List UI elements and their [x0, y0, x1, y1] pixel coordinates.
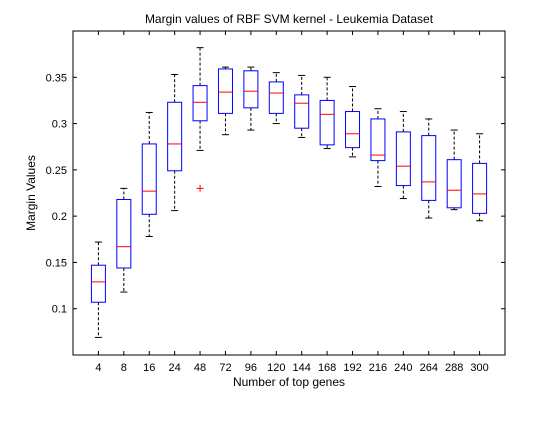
box-216 — [370, 108, 386, 188]
x-tick-label: 216 — [369, 362, 387, 374]
iqr-box — [370, 118, 386, 162]
y-tick-label: 0.2 — [52, 211, 67, 223]
iqr-box — [141, 143, 157, 215]
box-168 — [319, 76, 335, 150]
iqr-box — [421, 135, 437, 201]
y-tick-label: 0.1 — [52, 304, 67, 316]
iqr-box — [395, 131, 411, 187]
x-tick-label: 300 — [470, 362, 488, 374]
iqr-box — [192, 85, 208, 122]
iqr-box — [217, 68, 233, 114]
y-axis-label: Margin Values — [24, 155, 38, 231]
x-tick-label: 240 — [394, 362, 412, 374]
y-tick-label: 0.15 — [46, 257, 67, 269]
box-300 — [472, 133, 488, 222]
x-tick-label: 96 — [245, 362, 257, 374]
x-axis-label: Number of top genes — [233, 375, 345, 389]
x-tick-label: 264 — [420, 362, 438, 374]
x-tick-label: 192 — [343, 362, 361, 374]
iqr-box — [319, 99, 335, 146]
iqr-box — [243, 70, 259, 109]
iqr-box — [116, 198, 132, 269]
x-axis: 4 8 16 24 48 72 96 120 144 168 192 216 240 264 288 300 — [95, 31, 489, 374]
box-4 — [90, 241, 106, 338]
x-tick-label: 8 — [121, 362, 127, 374]
iqr-box — [167, 101, 183, 172]
box-192 — [345, 86, 361, 158]
x-tick-label: 4 — [95, 362, 101, 374]
box-24 — [167, 74, 183, 212]
boxes-group — [90, 47, 488, 338]
iqr-box — [446, 159, 462, 209]
x-tick-label: 168 — [318, 362, 336, 374]
box-16 — [141, 111, 157, 238]
box-48 — [192, 47, 208, 192]
iqr-box — [345, 111, 361, 149]
box-72 — [217, 66, 233, 136]
x-tick-label: 288 — [445, 362, 463, 374]
iqr-box — [90, 264, 106, 303]
y-tick-label: 0.25 — [46, 165, 67, 177]
y-tick-label: 0.35 — [46, 72, 67, 84]
y-tick-label: 0.3 — [52, 119, 67, 131]
box-120 — [268, 72, 284, 125]
x-tick-label: 72 — [219, 362, 231, 374]
plot-area — [72, 30, 506, 356]
y-axis: 0.1 0.15 0.2 0.25 0.3 0.35 — [46, 72, 505, 316]
x-tick-label: 144 — [293, 362, 311, 374]
box-240 — [395, 111, 411, 200]
iqr-box — [472, 162, 488, 214]
box-144 — [294, 74, 310, 138]
x-tick-label: 24 — [169, 362, 181, 374]
box-288 — [446, 129, 462, 211]
x-tick-label: 48 — [194, 362, 206, 374]
box-8 — [116, 187, 132, 293]
chart-title: Margin values of RBF SVM kernel - Leukem… — [145, 12, 434, 26]
x-tick-label: 16 — [143, 362, 155, 374]
x-tick-label: 120 — [267, 362, 285, 374]
outlier-point — [196, 184, 204, 192]
box-96 — [243, 66, 259, 131]
iqr-box — [294, 94, 310, 129]
iqr-box — [268, 81, 284, 114]
box-264 — [421, 118, 437, 219]
